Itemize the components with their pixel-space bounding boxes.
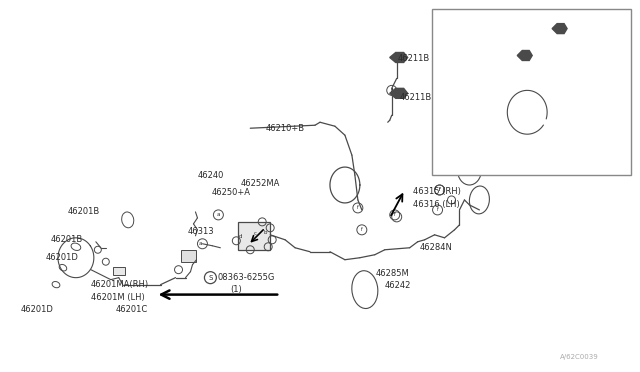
Text: f: f xyxy=(394,212,396,217)
Text: 46201D: 46201D xyxy=(46,253,79,262)
Text: f: f xyxy=(357,205,359,211)
Text: 46211B: 46211B xyxy=(454,56,484,65)
Text: S: S xyxy=(208,275,212,280)
Text: 46242: 46242 xyxy=(385,281,411,290)
Text: 46250+A: 46250+A xyxy=(211,189,250,198)
Bar xyxy=(180,250,196,262)
Text: f: f xyxy=(438,187,440,192)
Bar xyxy=(431,9,631,175)
Text: (1): (1) xyxy=(230,285,242,294)
Text: f: f xyxy=(391,88,392,93)
Text: 46284N: 46284N xyxy=(420,243,452,252)
Text: 46316 (LH): 46316 (LH) xyxy=(413,201,460,209)
Text: SR20DE: SR20DE xyxy=(440,161,470,170)
Text: 46201B: 46201B xyxy=(51,235,83,244)
Text: 46285M: 46285M xyxy=(376,269,410,278)
Text: 46313: 46313 xyxy=(188,227,214,236)
Text: 46201MA(RH): 46201MA(RH) xyxy=(91,280,149,289)
Text: 46211C: 46211C xyxy=(564,93,593,102)
Text: a: a xyxy=(216,212,220,217)
Text: 46201D: 46201D xyxy=(21,305,54,314)
Text: 46210+B: 46210+B xyxy=(451,126,487,135)
Text: b: b xyxy=(264,230,267,235)
Text: 46252MA: 46252MA xyxy=(240,179,280,187)
Text: A/62C0039: A/62C0039 xyxy=(560,355,599,360)
Text: 46211D: 46211D xyxy=(438,83,467,92)
Text: f: f xyxy=(361,227,363,232)
Text: 08363-6255G: 08363-6255G xyxy=(218,273,275,282)
Text: 46201B: 46201B xyxy=(68,208,100,217)
Bar xyxy=(238,222,270,250)
Text: 46210+B: 46210+B xyxy=(265,124,305,133)
Text: 46211D: 46211D xyxy=(490,139,519,148)
Text: c: c xyxy=(253,231,257,236)
Text: 46240: 46240 xyxy=(198,170,224,180)
Text: a: a xyxy=(198,241,202,246)
Text: 46315 (RH): 46315 (RH) xyxy=(413,187,461,196)
Text: 46211B: 46211B xyxy=(440,23,468,32)
Text: d: d xyxy=(239,234,242,239)
Polygon shape xyxy=(390,89,408,98)
Text: 46201C: 46201C xyxy=(116,305,148,314)
Text: f: f xyxy=(438,187,440,192)
Text: 46211B: 46211B xyxy=(397,54,430,63)
Text: 46201M (LH): 46201M (LH) xyxy=(91,293,145,302)
Text: f: f xyxy=(436,208,438,212)
Polygon shape xyxy=(517,51,532,61)
Polygon shape xyxy=(552,23,567,33)
Polygon shape xyxy=(390,52,408,62)
Bar xyxy=(113,267,125,275)
Text: 46211B: 46211B xyxy=(400,93,432,102)
